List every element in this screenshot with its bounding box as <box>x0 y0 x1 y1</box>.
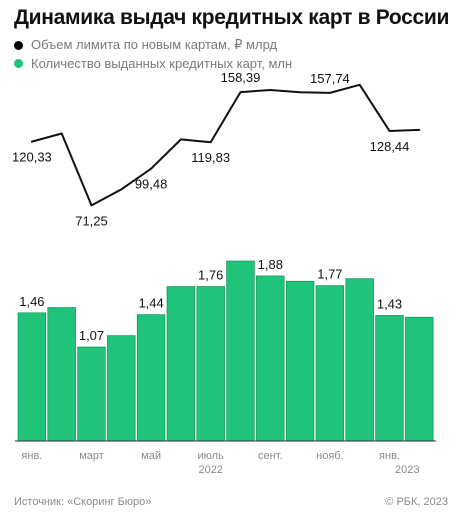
x-tick-label: нояб. <box>316 450 344 462</box>
legend-swatch-green <box>14 59 23 68</box>
line-value-label: 99,48 <box>135 177 168 192</box>
bar-value-label: 1,43 <box>377 296 402 311</box>
x-tick-label: сент. <box>258 450 283 462</box>
bar-value-label: 1,44 <box>138 296 163 311</box>
chart-title: Динамика выдач кредитных карт в России <box>14 6 450 29</box>
x-tick-label: янв. <box>379 450 400 462</box>
x-tick-label: май <box>141 450 161 462</box>
bar-value-label: 1,77 <box>317 267 342 282</box>
bar-2023-02 <box>405 316 434 442</box>
legend-item-cards: Количество выданных кредитных карт, млн <box>14 56 292 71</box>
legend-swatch-black <box>14 40 23 50</box>
line-value-label: 71,25 <box>75 213 108 228</box>
chart-canvas: 1,46 1,07 1,44 1,76 1,88 1,77 1,43 120,33 71,25 9… <box>12 70 437 476</box>
bar-2022-04 <box>107 335 136 442</box>
copyright-note: © РБК, 2023 <box>385 496 448 508</box>
legend-label-cards: Количество выданных кредитных карт, млн <box>31 56 293 71</box>
x-tick-label: июль <box>198 450 225 462</box>
line-value-label: 119,83 <box>191 150 230 165</box>
x-tick-label: янв. <box>21 450 42 462</box>
bar-2022-11 <box>315 285 345 442</box>
bar-2022-03 <box>77 346 106 442</box>
line-value-label: 158,39 <box>221 70 261 85</box>
bar-value-label: 1,46 <box>19 294 44 309</box>
x-tick-label: март <box>79 450 104 462</box>
source-note: Источник: «Скоринг Бюро» <box>14 496 152 508</box>
bar-2022-10 <box>285 280 315 442</box>
bar-2022-02 <box>47 307 76 442</box>
bar-2022-01 <box>17 312 47 442</box>
legend-label-limit: Объем лимита по новым картам, ₽ млрд <box>31 37 278 52</box>
x-year-label: 2023 <box>395 464 419 476</box>
line-value-label: 120,33 <box>12 150 52 165</box>
bar-2022-09 <box>256 275 285 442</box>
line-series-limit <box>30 83 421 207</box>
bar-2022-08 <box>226 260 255 442</box>
bar-value-label: 1,07 <box>79 328 104 343</box>
line-value-label: 157,74 <box>310 71 350 86</box>
line-value-label: 128,44 <box>370 139 410 154</box>
bar-value-label: 1,88 <box>258 257 283 272</box>
bar-value-label: 1,76 <box>198 268 223 283</box>
x-year-label: 2022 <box>198 464 222 476</box>
bar-2022-12 <box>345 278 374 442</box>
bar-2022-05 <box>136 314 166 442</box>
bar-2022-06 <box>166 286 196 442</box>
legend-item-limit: Объем лимита по новым картам, ₽ млрд <box>14 37 277 53</box>
bar-2022-07 <box>196 286 225 442</box>
bar-2023-01 <box>375 315 404 442</box>
